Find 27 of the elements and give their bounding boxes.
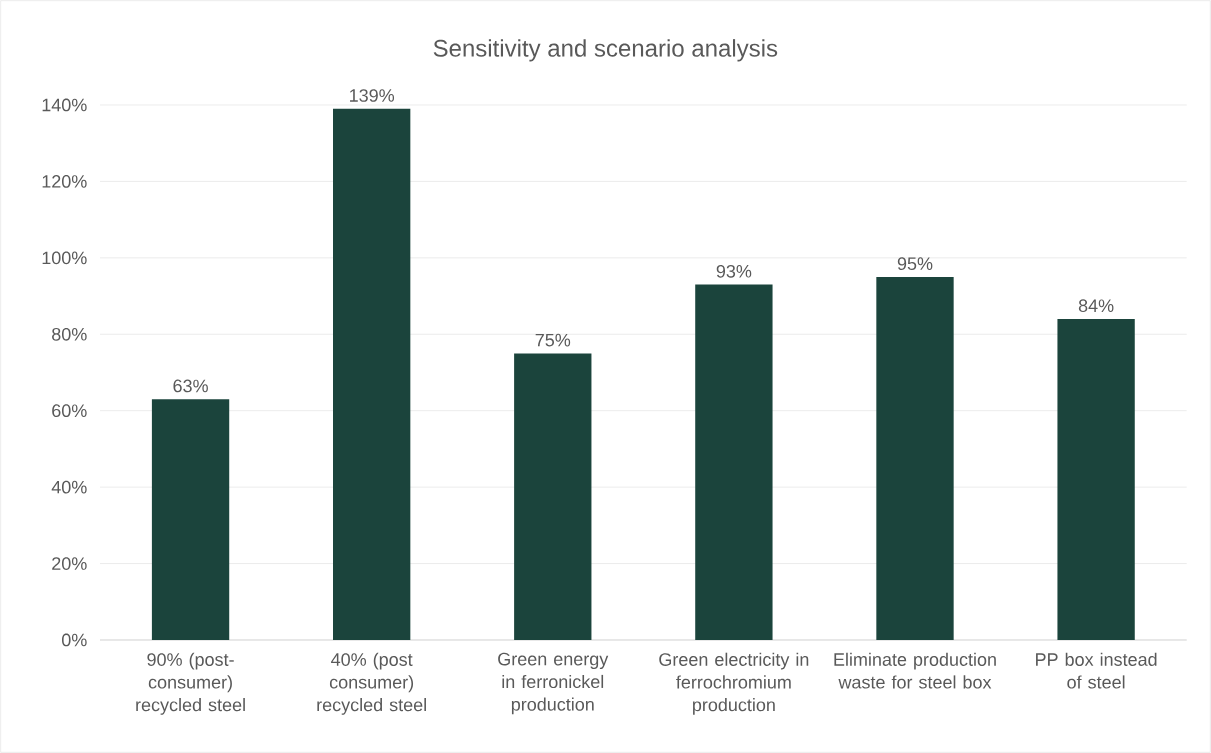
y-tick-label: 0% <box>61 633 87 647</box>
data-label: 95% <box>897 257 933 271</box>
data-label: 84% <box>1078 299 1114 313</box>
bar <box>1057 318 1135 640</box>
y-tick-label: 20% <box>52 557 87 570</box>
bar <box>514 353 592 640</box>
x-tick-label: PP box instead of steel <box>1036 652 1157 689</box>
y-tick-label: 120% <box>42 175 87 188</box>
y-tick-label: 80% <box>52 327 87 341</box>
chart-title: Sensitivity and scenario analysis <box>433 39 778 62</box>
y-tick-label: 100% <box>42 251 87 265</box>
x-tick-label: 40% (post consumer) recycled steel <box>317 652 426 715</box>
y-tick-label: 140% <box>42 98 87 112</box>
x-tick-label: Green electricity in ferrochromium production <box>659 652 809 715</box>
bar <box>151 399 230 640</box>
bar <box>695 284 773 640</box>
data-label: 75% <box>535 333 571 347</box>
bar <box>333 108 411 640</box>
data-label: 93% <box>716 264 752 278</box>
y-tick-label: 60% <box>52 404 87 418</box>
bar <box>876 276 954 640</box>
x-tick-label: Green energy in ferronickel production <box>498 652 609 715</box>
y-tick-label: 40% <box>51 480 87 494</box>
data-label: 63% <box>173 379 208 393</box>
data-label: 139% <box>350 89 395 102</box>
x-tick-label: Eliminate production waste for steel box <box>834 652 996 689</box>
x-tick-label: 90% (post-consumer) recycled steel <box>136 652 245 715</box>
